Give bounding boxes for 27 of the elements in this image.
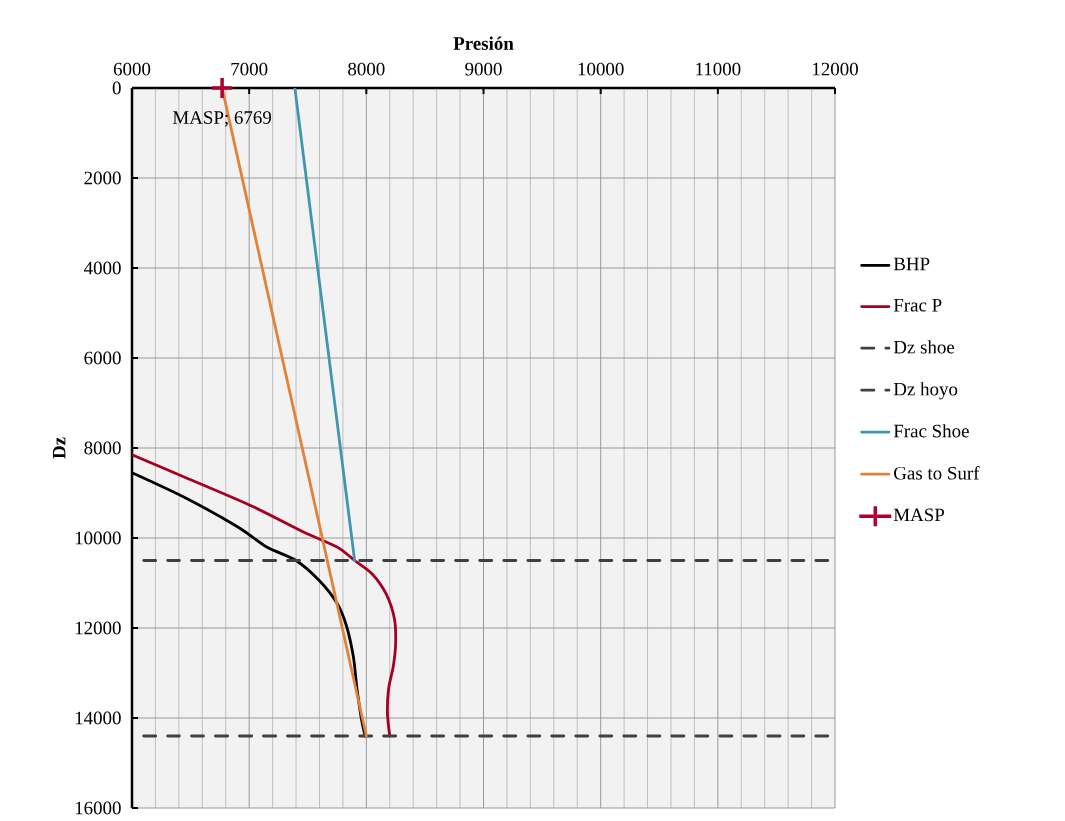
x-tick-label: 8000	[348, 62, 385, 76]
y-tick-label: 14000	[75, 711, 121, 725]
y-tick-label: 16000	[75, 801, 121, 815]
x-axis-title: Presión	[453, 36, 514, 50]
line-series	[132, 453, 398, 738]
y-tick-label: 0	[112, 81, 121, 95]
legend-label: MASP	[893, 508, 945, 522]
annotation: MASP; 6769	[172, 111, 272, 127]
legend-label: Dz shoe	[893, 340, 955, 354]
x-tick-label: 10000	[578, 62, 624, 76]
legend-label: Frac P	[893, 299, 942, 312]
y-axis-title: Dz	[52, 437, 66, 459]
y-tick-label: 12000	[75, 621, 121, 635]
x-tick-label: 9000	[465, 62, 502, 76]
x-tick-label: 11000	[696, 62, 741, 76]
y-tick-label: 8000	[84, 441, 121, 455]
x-tick-label: 6000	[113, 62, 151, 76]
legend-label: Gas to Surf	[894, 466, 980, 480]
legend-label: Dz hoyo	[893, 382, 958, 400]
y-tick-label: 6000	[84, 351, 121, 365]
legend-label: BHP	[893, 257, 930, 271]
y-tick-label: 2000	[84, 171, 121, 185]
x-tick-label: 12000	[813, 62, 858, 76]
y-tick-label: 10000	[75, 531, 121, 545]
legend-label: Frac Shoe	[893, 424, 969, 438]
x-tick-label: 7000	[231, 62, 268, 76]
y-tick-label: 4000	[84, 261, 121, 275]
